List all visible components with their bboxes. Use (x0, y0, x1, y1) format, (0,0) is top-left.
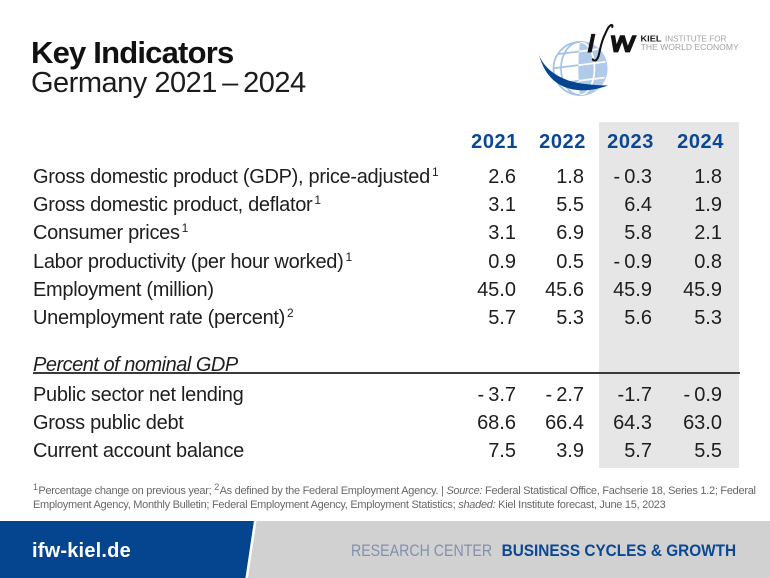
svg-text:INSTITUTE FOR: INSTITUTE FOR (665, 34, 727, 43)
svg-text:THE WORLD ECONOMY: THE WORLD ECONOMY (641, 43, 740, 52)
svg-text:KIEL: KIEL (641, 34, 662, 43)
